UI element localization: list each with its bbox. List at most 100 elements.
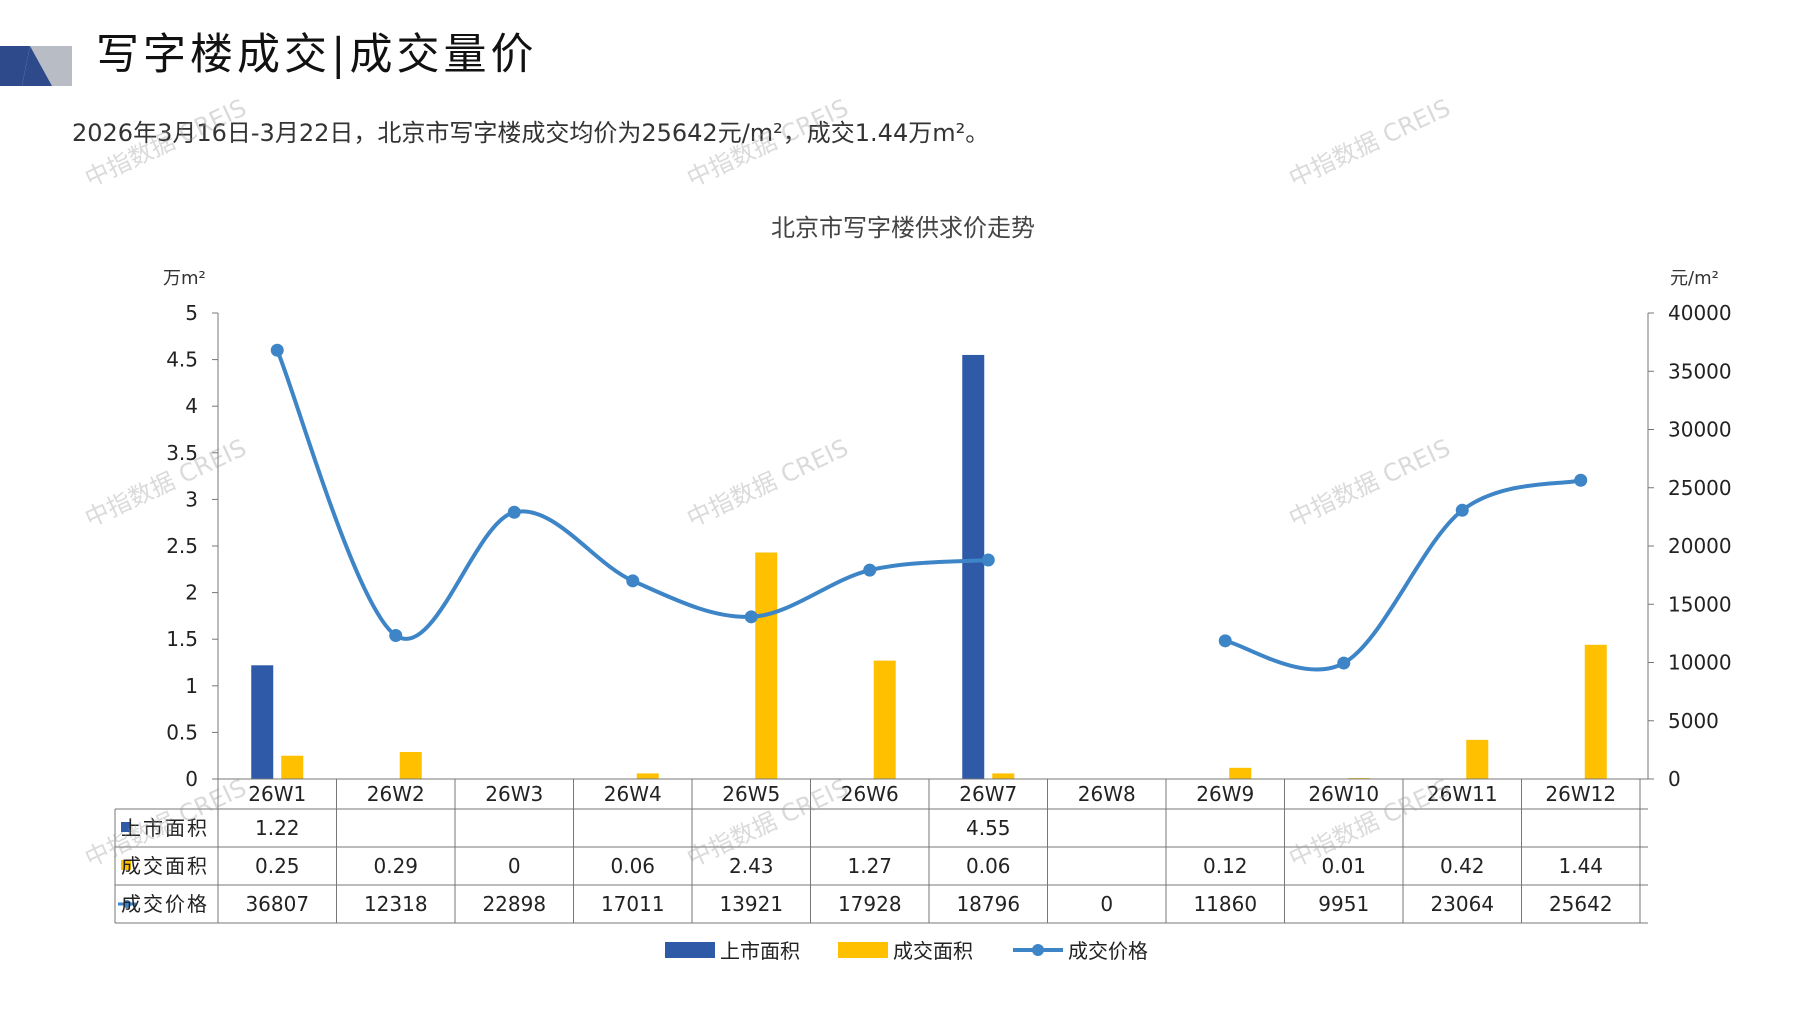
data-label: 0.12 [1203, 854, 1248, 878]
left-tick-label: 2.5 [166, 534, 198, 558]
bar-traded-area [281, 755, 304, 779]
data-label: 0.29 [373, 854, 418, 878]
data-label: 13921 [719, 892, 783, 916]
data-label: 17011 [601, 892, 665, 916]
right-tick-label: 10000 [1668, 651, 1732, 675]
x-tick-label: 26W8 [1078, 782, 1136, 806]
price-point [1218, 634, 1232, 648]
data-label: 23064 [1430, 892, 1494, 916]
x-tick-label: 26W7 [959, 782, 1017, 806]
bar-traded-area [636, 773, 659, 779]
price-point [389, 628, 403, 642]
left-tick-label: 1 [185, 674, 198, 698]
legend-label: 成交价格 [1068, 939, 1148, 963]
page-header [0, 18, 800, 86]
bar-traded-area [873, 660, 896, 779]
bar-traded-area [1229, 767, 1252, 779]
price-point [1574, 473, 1588, 487]
x-tick-label: 26W12 [1545, 782, 1616, 806]
data-label: 0.01 [1321, 854, 1366, 878]
bar-listed-area [251, 665, 274, 779]
page-subtitle: 2026年3月16日-3月22日，北京市写字楼成交均价为25642元/m²，成交… [72, 119, 990, 147]
price-point [981, 553, 995, 567]
data-label: 2.43 [729, 854, 774, 878]
right-tick-label: 0 [1668, 767, 1681, 791]
x-tick-label: 26W1 [248, 782, 306, 806]
table-row-label: 成交价格 [121, 892, 209, 916]
data-label: 22898 [482, 892, 546, 916]
x-tick-label: 26W6 [841, 782, 899, 806]
right-tick-label: 15000 [1668, 592, 1732, 616]
data-label: 25642 [1549, 892, 1613, 916]
left-tick-label: 4.5 [166, 348, 198, 372]
left-tick-label: 5 [185, 301, 198, 325]
right-tick-label: 5000 [1668, 709, 1719, 733]
data-label: 0 [1100, 892, 1113, 916]
table-legend-key [121, 860, 131, 870]
left-tick-label: 0 [185, 767, 198, 791]
table-row-label: 成交面积 [121, 854, 209, 878]
price-point [507, 505, 521, 519]
data-label: 12318 [364, 892, 428, 916]
x-tick-label: 26W9 [1196, 782, 1254, 806]
data-label: 1.44 [1558, 854, 1603, 878]
data-label: 0.42 [1440, 854, 1485, 878]
data-label: 0.06 [610, 854, 655, 878]
right-tick-label: 40000 [1668, 301, 1732, 325]
legend-key-traded [838, 942, 888, 958]
data-label: 17928 [838, 892, 902, 916]
legend-key-price-dot [1032, 944, 1044, 956]
right-axis-unit: 元/m² [1670, 268, 1719, 289]
right-tick-label: 30000 [1668, 418, 1732, 442]
data-label: 36807 [245, 892, 309, 916]
bar-traded-area [399, 751, 422, 779]
data-label: 9951 [1318, 892, 1369, 916]
price-line [1223, 478, 1583, 672]
table-row-label: 上市面积 [121, 816, 209, 840]
left-tick-label: 1.5 [166, 627, 198, 651]
table-legend-key [123, 900, 131, 908]
price-point [626, 574, 640, 588]
bar-listed-area [962, 354, 985, 779]
data-label: 0.25 [255, 854, 300, 878]
left-tick-label: 2 [185, 581, 198, 605]
data-label: 0 [508, 854, 521, 878]
data-label: 0.06 [966, 854, 1011, 878]
data-label: 18796 [956, 892, 1020, 916]
x-tick-label: 26W11 [1427, 782, 1498, 806]
x-tick-label: 26W10 [1308, 782, 1379, 806]
price-point [744, 610, 758, 624]
legend-label: 上市面积 [720, 939, 800, 963]
data-label: 11860 [1193, 892, 1257, 916]
left-tick-label: 3 [185, 487, 198, 511]
price-point [1455, 503, 1469, 517]
left-tick-label: 4 [185, 394, 198, 418]
x-tick-label: 26W3 [485, 782, 543, 806]
left-axis-unit: 万m² [163, 268, 206, 289]
x-tick-label: 26W4 [604, 782, 662, 806]
data-label: 4.55 [966, 816, 1011, 840]
right-tick-label: 20000 [1668, 534, 1732, 558]
x-tick-label: 26W5 [722, 782, 780, 806]
bar-traded-area [1584, 644, 1607, 779]
price-line [275, 348, 991, 641]
right-tick-label: 25000 [1668, 476, 1732, 500]
bar-traded-area [992, 773, 1015, 779]
right-tick-label: 35000 [1668, 359, 1732, 383]
bar-traded-area [1466, 739, 1489, 779]
legend-label: 成交面积 [893, 939, 973, 963]
left-tick-label: 3.5 [166, 441, 198, 465]
data-label: 1.22 [255, 816, 300, 840]
logo-mark-icon [0, 46, 72, 86]
data-label: 1.27 [847, 854, 892, 878]
price-point [863, 563, 877, 577]
legend-key-listed [665, 942, 715, 958]
page-title: 写字楼成交|成交量价 [96, 30, 538, 80]
price-point [1337, 656, 1351, 670]
table-legend-key [121, 822, 131, 832]
left-tick-label: 0.5 [166, 720, 198, 744]
chart-title: 北京市写字楼供求价走势 [771, 214, 1035, 242]
x-tick-label: 26W2 [367, 782, 425, 806]
price-point [270, 343, 284, 357]
